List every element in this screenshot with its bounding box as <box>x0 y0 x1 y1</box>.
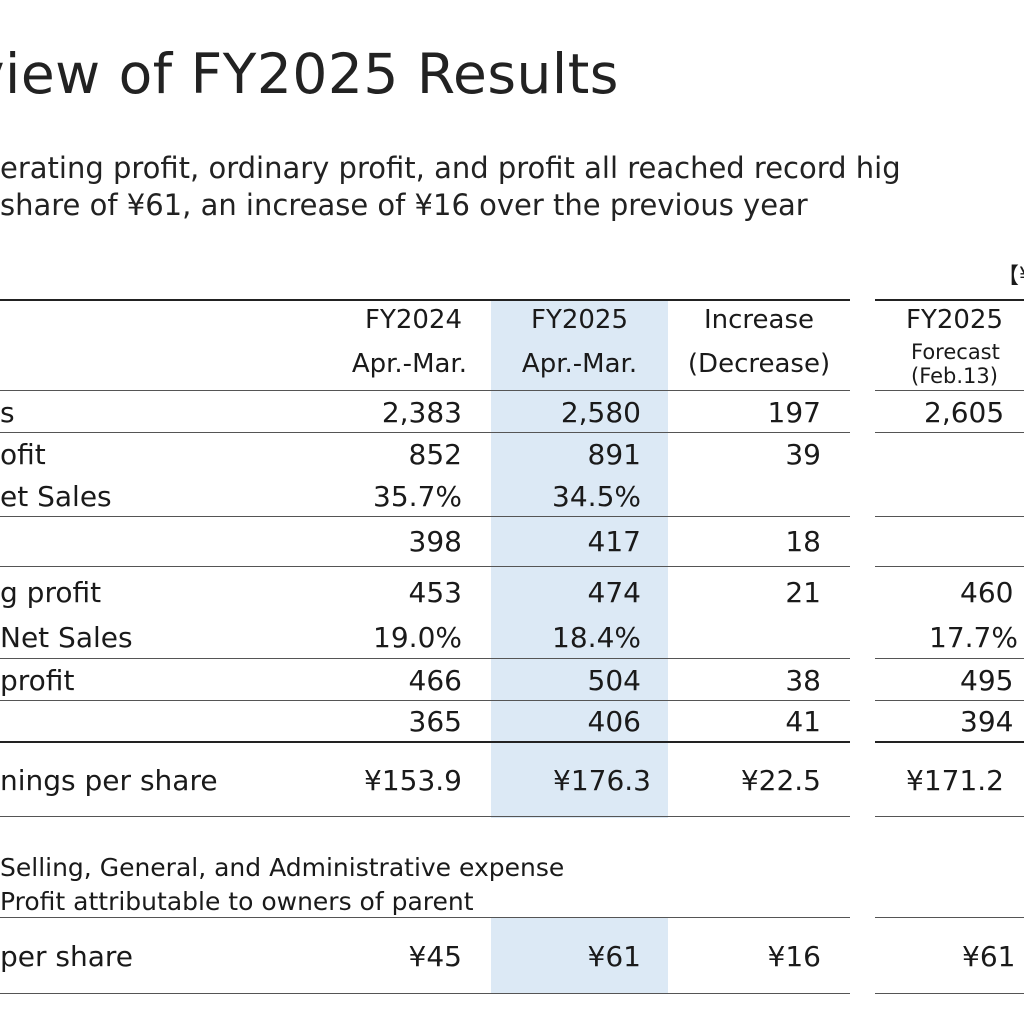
row-rule <box>875 700 1024 701</box>
cell-fy2024: ¥153.9 <box>364 764 462 797</box>
cell-fy2024: 365 <box>408 705 462 738</box>
header-fy2024-period: Apr.-Mar. <box>351 349 467 379</box>
row-rule <box>0 658 850 659</box>
dividend-top-rule <box>0 917 850 918</box>
header-fy2025-period: Apr.-Mar. <box>521 349 638 379</box>
cell-change: 18 <box>785 525 821 558</box>
header-increase: Increase <box>703 305 815 335</box>
cell-fy2025: ¥176.3 <box>553 764 651 797</box>
row-rule <box>875 432 1024 433</box>
cell-forecast: 394 <box>960 705 1014 738</box>
cell-change: ¥22.5 <box>740 764 821 797</box>
dividend-forecast: ¥61 <box>962 940 1016 973</box>
unit-note: 【¥ <box>997 264 1024 289</box>
cell-fy2024: 19.0% <box>373 621 462 654</box>
header-rule <box>0 390 850 391</box>
header-forecast-label: Forecast <box>911 340 1000 364</box>
row-rule <box>875 516 1024 517</box>
cell-forecast: 460 <box>960 576 1014 609</box>
header-fy2024: FY2024 <box>364 305 462 335</box>
subtitle-line-2: share of ¥61, an increase of ¥16 over th… <box>0 188 808 222</box>
dividend-bottom-rule <box>875 993 1024 994</box>
header-forecast-year: FY2025 <box>906 305 1004 335</box>
fy2025-dividend-highlight <box>491 918 668 994</box>
cell-change: 41 <box>785 705 821 738</box>
cell-fy2025: 891 <box>587 438 641 471</box>
forecast-top-rule <box>875 299 1024 301</box>
cell-fy2025: 2,580 <box>560 396 641 429</box>
subtitle-line-1: erating profit, ordinary profit, and pro… <box>0 151 901 185</box>
cell-fy2025: 18.4% <box>552 621 641 654</box>
cell-change: 197 <box>767 396 821 429</box>
cell-fy2024: 453 <box>408 576 462 609</box>
note-profit: Profit attributable to owners of parent <box>0 887 474 916</box>
cell-fy2024: 852 <box>408 438 462 471</box>
page-title: view of FY2025 Results <box>0 42 619 106</box>
dividend-top-rule <box>875 917 1024 918</box>
note-sga: Selling, General, and Administrative exp… <box>0 853 565 882</box>
table-top-rule <box>0 299 850 301</box>
row-rule <box>0 432 850 433</box>
row-label: profit <box>0 664 75 697</box>
row-label: s <box>0 396 15 429</box>
row-rule <box>875 566 1024 567</box>
row-label-eps: nings per share <box>0 764 218 797</box>
dividend-fy2024: ¥45 <box>408 940 462 973</box>
row-label: et Sales <box>0 480 112 513</box>
table-bottom-rule <box>875 816 1024 817</box>
cell-forecast: 2,605 <box>924 396 1005 429</box>
cell-fy2024: 466 <box>408 664 462 697</box>
cell-change: 39 <box>785 438 821 471</box>
row-rule <box>0 566 850 567</box>
row-label: g profit <box>0 576 102 609</box>
dividend-fy2025: ¥61 <box>587 940 641 973</box>
dividend-bottom-rule <box>0 993 850 994</box>
cell-fy2025: 417 <box>587 525 641 558</box>
row-label: Net Sales <box>0 621 133 654</box>
cell-fy2024: 35.7% <box>373 480 462 513</box>
cell-forecast: ¥171.2 <box>906 764 1004 797</box>
header-decrease: (Decrease) <box>687 349 831 379</box>
row-rule <box>0 700 850 701</box>
header-forecast-date: (Feb.13) <box>911 364 998 388</box>
row-rule <box>875 658 1024 659</box>
cell-fy2024: 2,383 <box>381 396 462 429</box>
row-rule <box>0 516 850 517</box>
cell-change: 21 <box>785 576 821 609</box>
dividend-label: per share <box>0 940 134 973</box>
dividend-change: ¥16 <box>767 940 821 973</box>
table-bottom-rule <box>0 816 850 817</box>
cell-fy2025: 474 <box>587 576 641 609</box>
cell-change: 38 <box>785 664 821 697</box>
row-rule-thick <box>0 741 850 743</box>
cell-forecast: 17.7% <box>929 621 1018 654</box>
cell-fy2025: 406 <box>587 705 641 738</box>
header-rule-forecast <box>875 390 1024 391</box>
row-label: ofit <box>0 438 46 471</box>
cell-fy2024: 398 <box>408 525 462 558</box>
row-rule-thick <box>875 741 1024 743</box>
header-fy2025: FY2025 <box>530 305 628 335</box>
fy2025-highlight <box>491 300 668 818</box>
cell-forecast: 495 <box>960 664 1014 697</box>
cell-fy2025: 34.5% <box>552 480 641 513</box>
cell-fy2025: 504 <box>587 664 641 697</box>
